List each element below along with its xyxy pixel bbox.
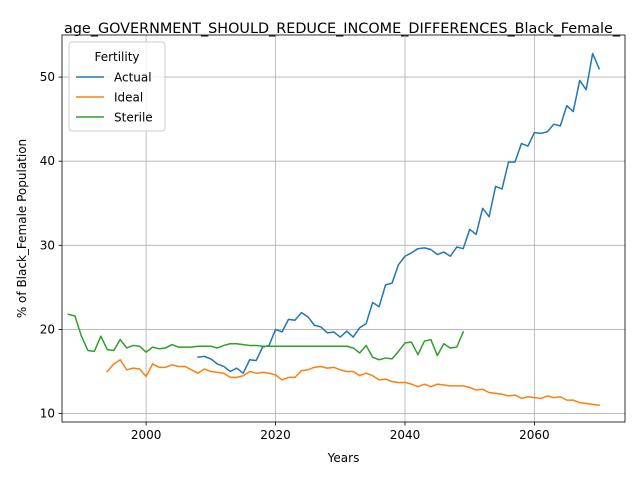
series-line-sterile — [67, 313, 465, 361]
axis-ticks: 2000 2020 2040 2060 10 20 30 40 50 — [40, 70, 550, 442]
legend-entries: Actual Ideal Sterile — [76, 71, 153, 125]
x-tick-label: 2020 — [260, 428, 291, 442]
x-tick-label: 2040 — [390, 428, 421, 442]
legend-label-ideal: Ideal — [114, 91, 143, 105]
legend-box — [68, 41, 166, 132]
y-axis-label: % of Black_Female Population — [15, 139, 29, 318]
y-tick-label: 50 — [40, 70, 55, 84]
series-line-ideal — [106, 358, 600, 407]
x-tick-label: 2000 — [131, 428, 162, 442]
legend: Fertility Actual Ideal Sterile — [68, 41, 166, 132]
legend-title: Fertility — [94, 50, 139, 64]
y-tick-label: 10 — [40, 407, 55, 421]
y-tick-label: 30 — [40, 238, 55, 252]
legend-label-sterile: Sterile — [114, 111, 153, 125]
x-tick-label: 2060 — [519, 428, 550, 442]
plot-area-frame — [61, 34, 626, 423]
y-tick-label: 40 — [40, 154, 55, 168]
series-lines — [67, 52, 601, 407]
legend-label-actual: Actual — [114, 71, 152, 85]
chart-title: age_GOVERNMENT_SHOULD_REDUCE_INCOME_DIFF… — [64, 21, 621, 37]
x-axis-label: Years — [327, 451, 360, 465]
y-tick-label: 20 — [40, 322, 55, 336]
